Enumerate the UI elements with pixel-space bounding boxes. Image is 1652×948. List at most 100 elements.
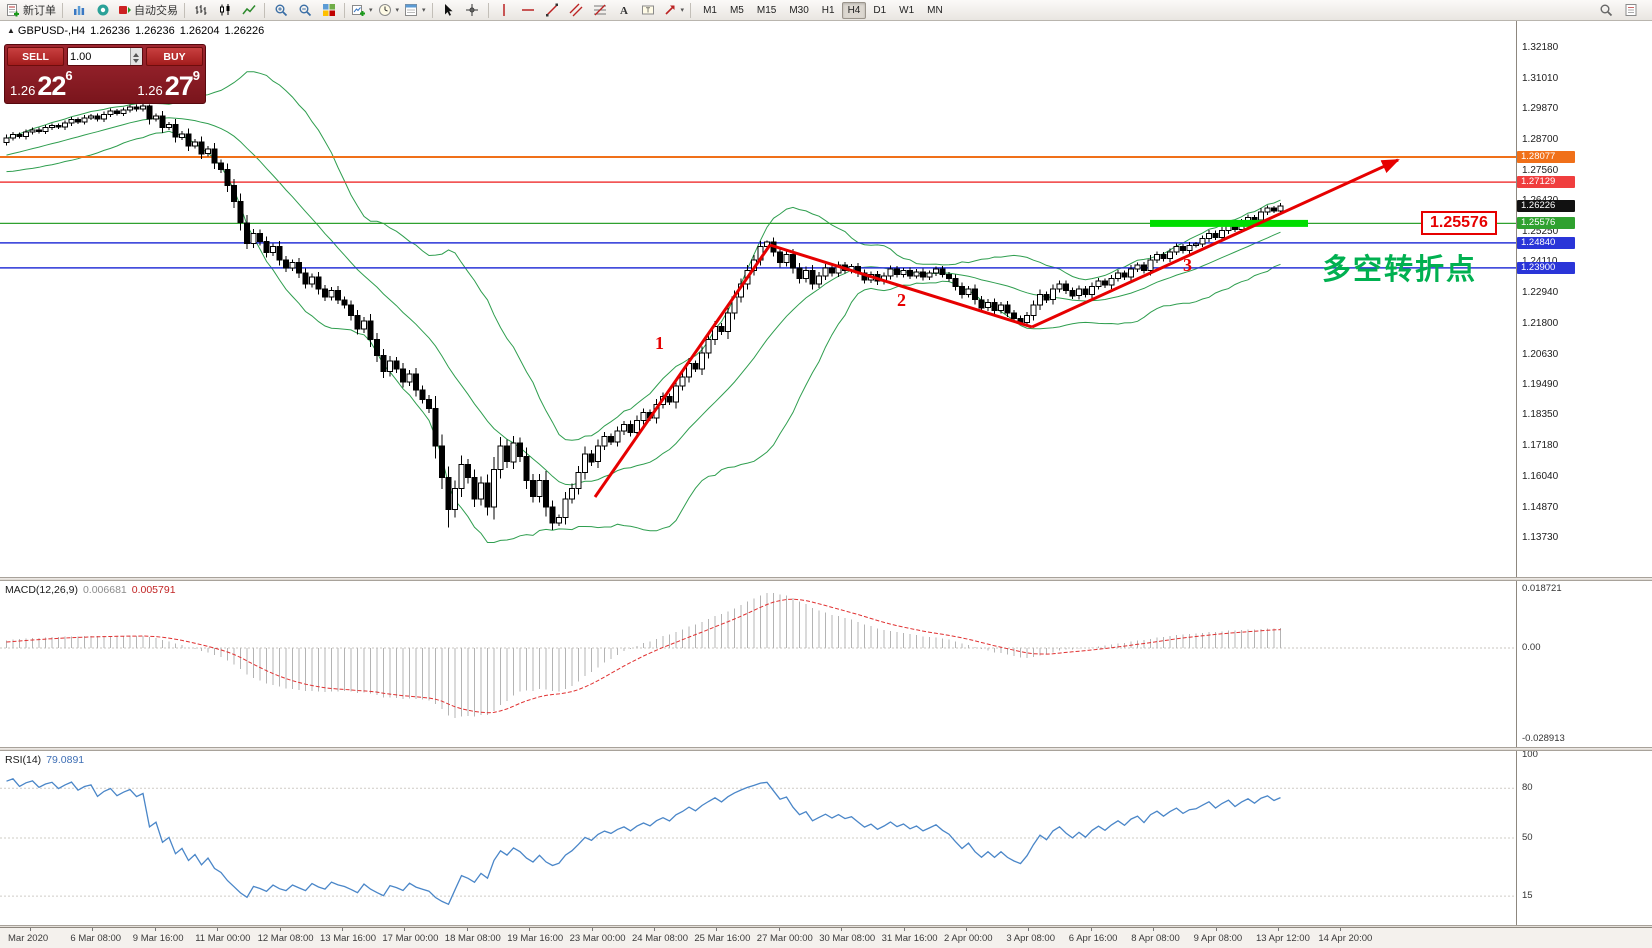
search-button[interactable] xyxy=(1594,1,1617,19)
horizontal-line-tool-button[interactable] xyxy=(517,1,540,19)
toolbar-separator xyxy=(62,2,63,18)
buy-button[interactable]: BUY xyxy=(146,47,203,66)
timeframe-m15[interactable]: M15 xyxy=(751,2,782,19)
candle xyxy=(985,301,991,309)
templates-icon xyxy=(405,4,418,16)
trend-arrow-1[interactable] xyxy=(593,244,772,498)
candlestick-mode-button[interactable] xyxy=(213,1,236,19)
label-icon: T xyxy=(642,5,655,15)
macd-name: MACD(12,26,9) xyxy=(5,584,78,596)
candle xyxy=(192,141,198,147)
candle xyxy=(101,113,107,120)
new-chart-button[interactable]: ▾ xyxy=(349,1,375,19)
panel-splitter[interactable] xyxy=(0,747,1652,751)
candle xyxy=(1258,211,1264,221)
price-scale[interactable]: 1.321801.310101.298701.287001.275601.264… xyxy=(1517,21,1652,925)
timeframe-h4[interactable]: H4 xyxy=(841,1,867,19)
zoom-out-button[interactable] xyxy=(293,1,316,19)
main-toolbar: 新订单 自动交易 ▾ ▾ ▾ xyxy=(0,0,1652,21)
templates-button[interactable]: ▾ xyxy=(402,1,428,19)
timeframe-w1[interactable]: W1 xyxy=(893,2,920,19)
price-scale-label: 1.17180 xyxy=(1522,440,1559,452)
timeframe-d1[interactable]: D1 xyxy=(867,2,892,19)
time-axis[interactable]: Mar 2020 6 Mar 08:00 9 Mar 16:00 11 Mar 00:… xyxy=(0,927,1652,948)
candle xyxy=(1115,272,1121,279)
volume-input[interactable] xyxy=(68,48,130,65)
auto-trading-button[interactable]: 自动交易 xyxy=(115,1,180,19)
channel-tool-button[interactable] xyxy=(565,1,588,19)
candle xyxy=(1186,244,1193,252)
panel-splitter[interactable] xyxy=(0,925,1652,927)
main-chart[interactable]: 1 2 3 xyxy=(0,21,1516,577)
sell-button[interactable]: SELL xyxy=(7,47,64,66)
price-callout-box[interactable]: 1.25576 xyxy=(1421,211,1497,235)
vertical-line-tool-button[interactable] xyxy=(493,1,516,19)
market-watch-button[interactable] xyxy=(67,1,90,19)
candle xyxy=(296,262,302,274)
macd-signal-value: 0.005791 xyxy=(131,584,176,596)
candle xyxy=(211,148,218,164)
community-button[interactable] xyxy=(91,1,114,19)
trend-arrow-3[interactable] xyxy=(1031,158,1400,329)
spinner-up-icon[interactable] xyxy=(131,48,142,57)
tile-windows-button[interactable] xyxy=(317,1,340,19)
candle xyxy=(783,254,790,264)
candle xyxy=(166,124,172,129)
quote-panel-collapse-icon[interactable]: ▲ xyxy=(7,26,15,35)
buy-price[interactable]: 1.26279 xyxy=(137,68,200,102)
zoom-out-icon xyxy=(299,4,311,17)
candle xyxy=(406,373,413,383)
wave-label-2: 2 xyxy=(897,290,906,310)
timeframe-m5[interactable]: M5 xyxy=(724,2,750,19)
cursor-tool-button[interactable] xyxy=(437,1,460,19)
time-axis-tick xyxy=(342,928,343,931)
candle xyxy=(1206,232,1212,240)
rsi-level-label: 100 xyxy=(1522,749,1538,760)
trendline-tool-button[interactable] xyxy=(541,1,564,19)
toolbar-separator xyxy=(184,2,185,18)
arrows-tool-button[interactable]: ▾ xyxy=(661,1,687,19)
candle xyxy=(517,442,523,458)
trend-arrow-2[interactable] xyxy=(769,243,1033,329)
timeframe-mn[interactable]: MN xyxy=(921,2,949,19)
label-tool-button[interactable]: T xyxy=(637,1,660,19)
time-axis-label: 6 Mar 08:00 xyxy=(70,933,122,944)
spinner-down-icon[interactable] xyxy=(131,57,142,66)
journal-button[interactable] xyxy=(1619,1,1642,19)
candle xyxy=(413,373,419,391)
new-order-button[interactable]: 新订单 xyxy=(4,1,58,19)
candles-layer xyxy=(3,103,1284,530)
line-chart-mode-button[interactable] xyxy=(237,1,260,19)
text-tool-button[interactable]: A xyxy=(613,1,636,19)
bar-chart-mode-button[interactable] xyxy=(189,1,212,19)
candle xyxy=(1147,259,1154,271)
volume-spinner[interactable] xyxy=(130,48,142,65)
candle xyxy=(231,185,237,203)
turning-point-text[interactable]: 多空转折点 xyxy=(1322,254,1478,286)
candle xyxy=(29,129,36,133)
time-axis-label: Mar 2020 xyxy=(8,933,49,944)
price-scale-label: 1.16040 xyxy=(1522,470,1559,482)
candle xyxy=(790,254,796,269)
candle xyxy=(250,232,257,244)
macd-panel[interactable] xyxy=(0,581,1516,747)
candle xyxy=(705,339,712,354)
crosshair-tool-button[interactable] xyxy=(461,1,484,19)
candle xyxy=(114,110,120,114)
support-highlight-segment[interactable] xyxy=(1150,219,1308,227)
price-scale-label: 1.13730 xyxy=(1522,532,1559,543)
fibonacci-tool-button[interactable] xyxy=(589,1,612,19)
timeframe-m1[interactable]: M1 xyxy=(697,2,723,19)
zoom-in-button[interactable] xyxy=(269,1,292,19)
journal-icon xyxy=(1625,4,1636,16)
timeframe-m30[interactable]: M30 xyxy=(783,2,814,19)
candle xyxy=(699,352,705,370)
timeframe-h1[interactable]: H1 xyxy=(816,2,841,19)
candle xyxy=(1212,232,1219,238)
sell-price[interactable]: 1.26226 xyxy=(10,68,73,102)
rsi-panel[interactable] xyxy=(0,751,1516,925)
low-value: 1.26204 xyxy=(179,25,220,37)
periods-button[interactable]: ▾ xyxy=(376,1,402,19)
panel-splitter[interactable] xyxy=(0,577,1652,581)
candle xyxy=(49,125,55,129)
